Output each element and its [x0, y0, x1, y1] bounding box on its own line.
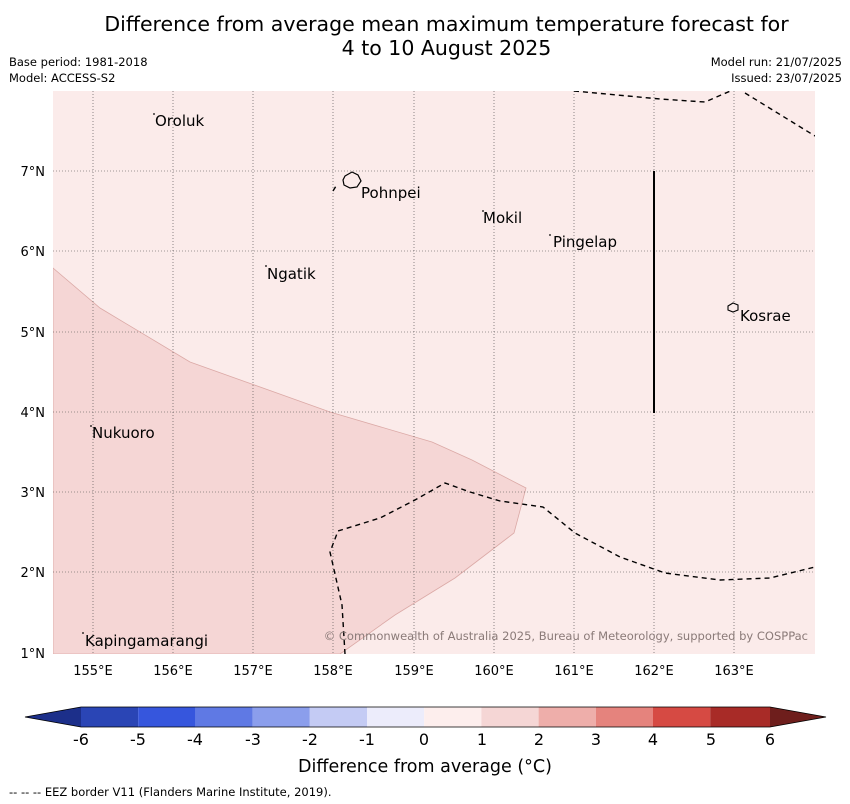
lon-tick-156e: 156°E: [153, 664, 193, 679]
colorbar-label-1: 1: [477, 730, 487, 749]
kosrae-island: [727, 302, 739, 313]
colorbar-label-3: 3: [591, 730, 601, 749]
model-name: Model: ACCESS-S2: [9, 71, 116, 85]
colorbar-segment-11: [710, 707, 771, 727]
colorbar-label-5: 5: [706, 730, 716, 749]
anomaly-region-1-to-2: [53, 267, 527, 654]
colorbar-low-extend: [25, 707, 81, 727]
colorbar-segment-9: [595, 707, 653, 727]
lat-tick-2n: 2°N: [21, 566, 46, 581]
colorbar-segment-6: [424, 707, 482, 727]
label-pohnpei: Pohnpei: [361, 184, 421, 202]
colorbar-high-extend: [770, 707, 826, 727]
lat-tick-3n: 3°N: [21, 486, 46, 501]
colorbar-segment-10: [653, 707, 711, 727]
lon-tick-163e: 163°E: [714, 664, 754, 679]
lat-tick-6n: 6°N: [21, 245, 46, 260]
colorbar-title: Difference from average (°C): [298, 757, 552, 777]
colorbar-label-2: 2: [534, 730, 544, 749]
meta-left: Base period: 1981-2018 Model: ACCESS-S2: [9, 54, 148, 86]
colorbar-segment-8: [538, 707, 596, 727]
label-kapingamarangi: Kapingamarangi: [85, 632, 208, 650]
model-run: Model run: 21/07/2025: [710, 55, 842, 69]
colorbar-label-neg2: -2: [302, 730, 318, 749]
colorbar-segment-7: [481, 707, 539, 727]
lat-tick-4n: 4°N: [21, 406, 46, 421]
base-period: Base period: 1981-2018: [9, 55, 148, 69]
title-line-1: Difference from average mean maximum tem…: [104, 12, 789, 36]
colorbar-segment-3: [252, 707, 310, 727]
colorbar-label-6: 6: [765, 730, 775, 749]
colorbar-segment-4: [309, 707, 367, 727]
atoll-markers: [82, 113, 551, 634]
colorbar-label-neg6: -6: [73, 730, 89, 749]
map-title: Difference from average mean maximum tem…: [0, 12, 850, 60]
meta-right: Model run: 21/07/2025 Issued: 23/07/2025: [711, 54, 842, 86]
colorbar-label-neg4: -4: [187, 730, 203, 749]
label-pingelap: Pingelap: [553, 233, 617, 251]
label-kosrae: Kosrae: [740, 307, 791, 325]
colorbar-label-neg3: -3: [245, 730, 261, 749]
eez-borders: [329, 91, 815, 654]
lat-tick-7n: 7°N: [21, 165, 46, 180]
colorbar-label-4: 4: [648, 730, 658, 749]
colorbar: [24, 706, 827, 728]
lon-tick-155e: 155°E: [73, 664, 113, 679]
lon-tick-161e: 161°E: [554, 664, 594, 679]
lat-tick-1n: 1°N: [21, 647, 46, 662]
lon-tick-160e: 160°E: [474, 664, 514, 679]
label-nukuoro: Nukuoro: [92, 424, 155, 442]
label-ngatik: Ngatik: [267, 265, 316, 283]
lon-tick-158e: 158°E: [313, 664, 353, 679]
label-mokil: Mokil: [483, 209, 522, 227]
colorbar-segment-1: [138, 707, 196, 727]
colorbar-segment-0: [81, 707, 139, 727]
lat-tick-5n: 5°N: [21, 326, 46, 341]
colorbar-segment-5: [367, 707, 425, 727]
eez-footnote: -- -- -- EEZ border V11 (Flanders Marine…: [9, 785, 332, 799]
lon-tick-159e: 159°E: [394, 664, 434, 679]
copyright-text: © Commonwealth of Australia 2025, Bureau…: [324, 629, 808, 643]
lon-tick-162e: 162°E: [634, 664, 674, 679]
colorbar-segment-2: [195, 707, 253, 727]
colorbar-label-0: 0: [419, 730, 429, 749]
colorbar-label-neg5: -5: [130, 730, 146, 749]
title-line-2: 4 to 10 August 2025: [341, 36, 552, 60]
pohnpei-island: [342, 171, 362, 189]
colorbar-label-neg1: -1: [359, 730, 375, 749]
label-oroluk: Oroluk: [155, 112, 204, 130]
issued-date: Issued: 23/07/2025: [731, 71, 842, 85]
lon-tick-157e: 157°E: [233, 664, 273, 679]
